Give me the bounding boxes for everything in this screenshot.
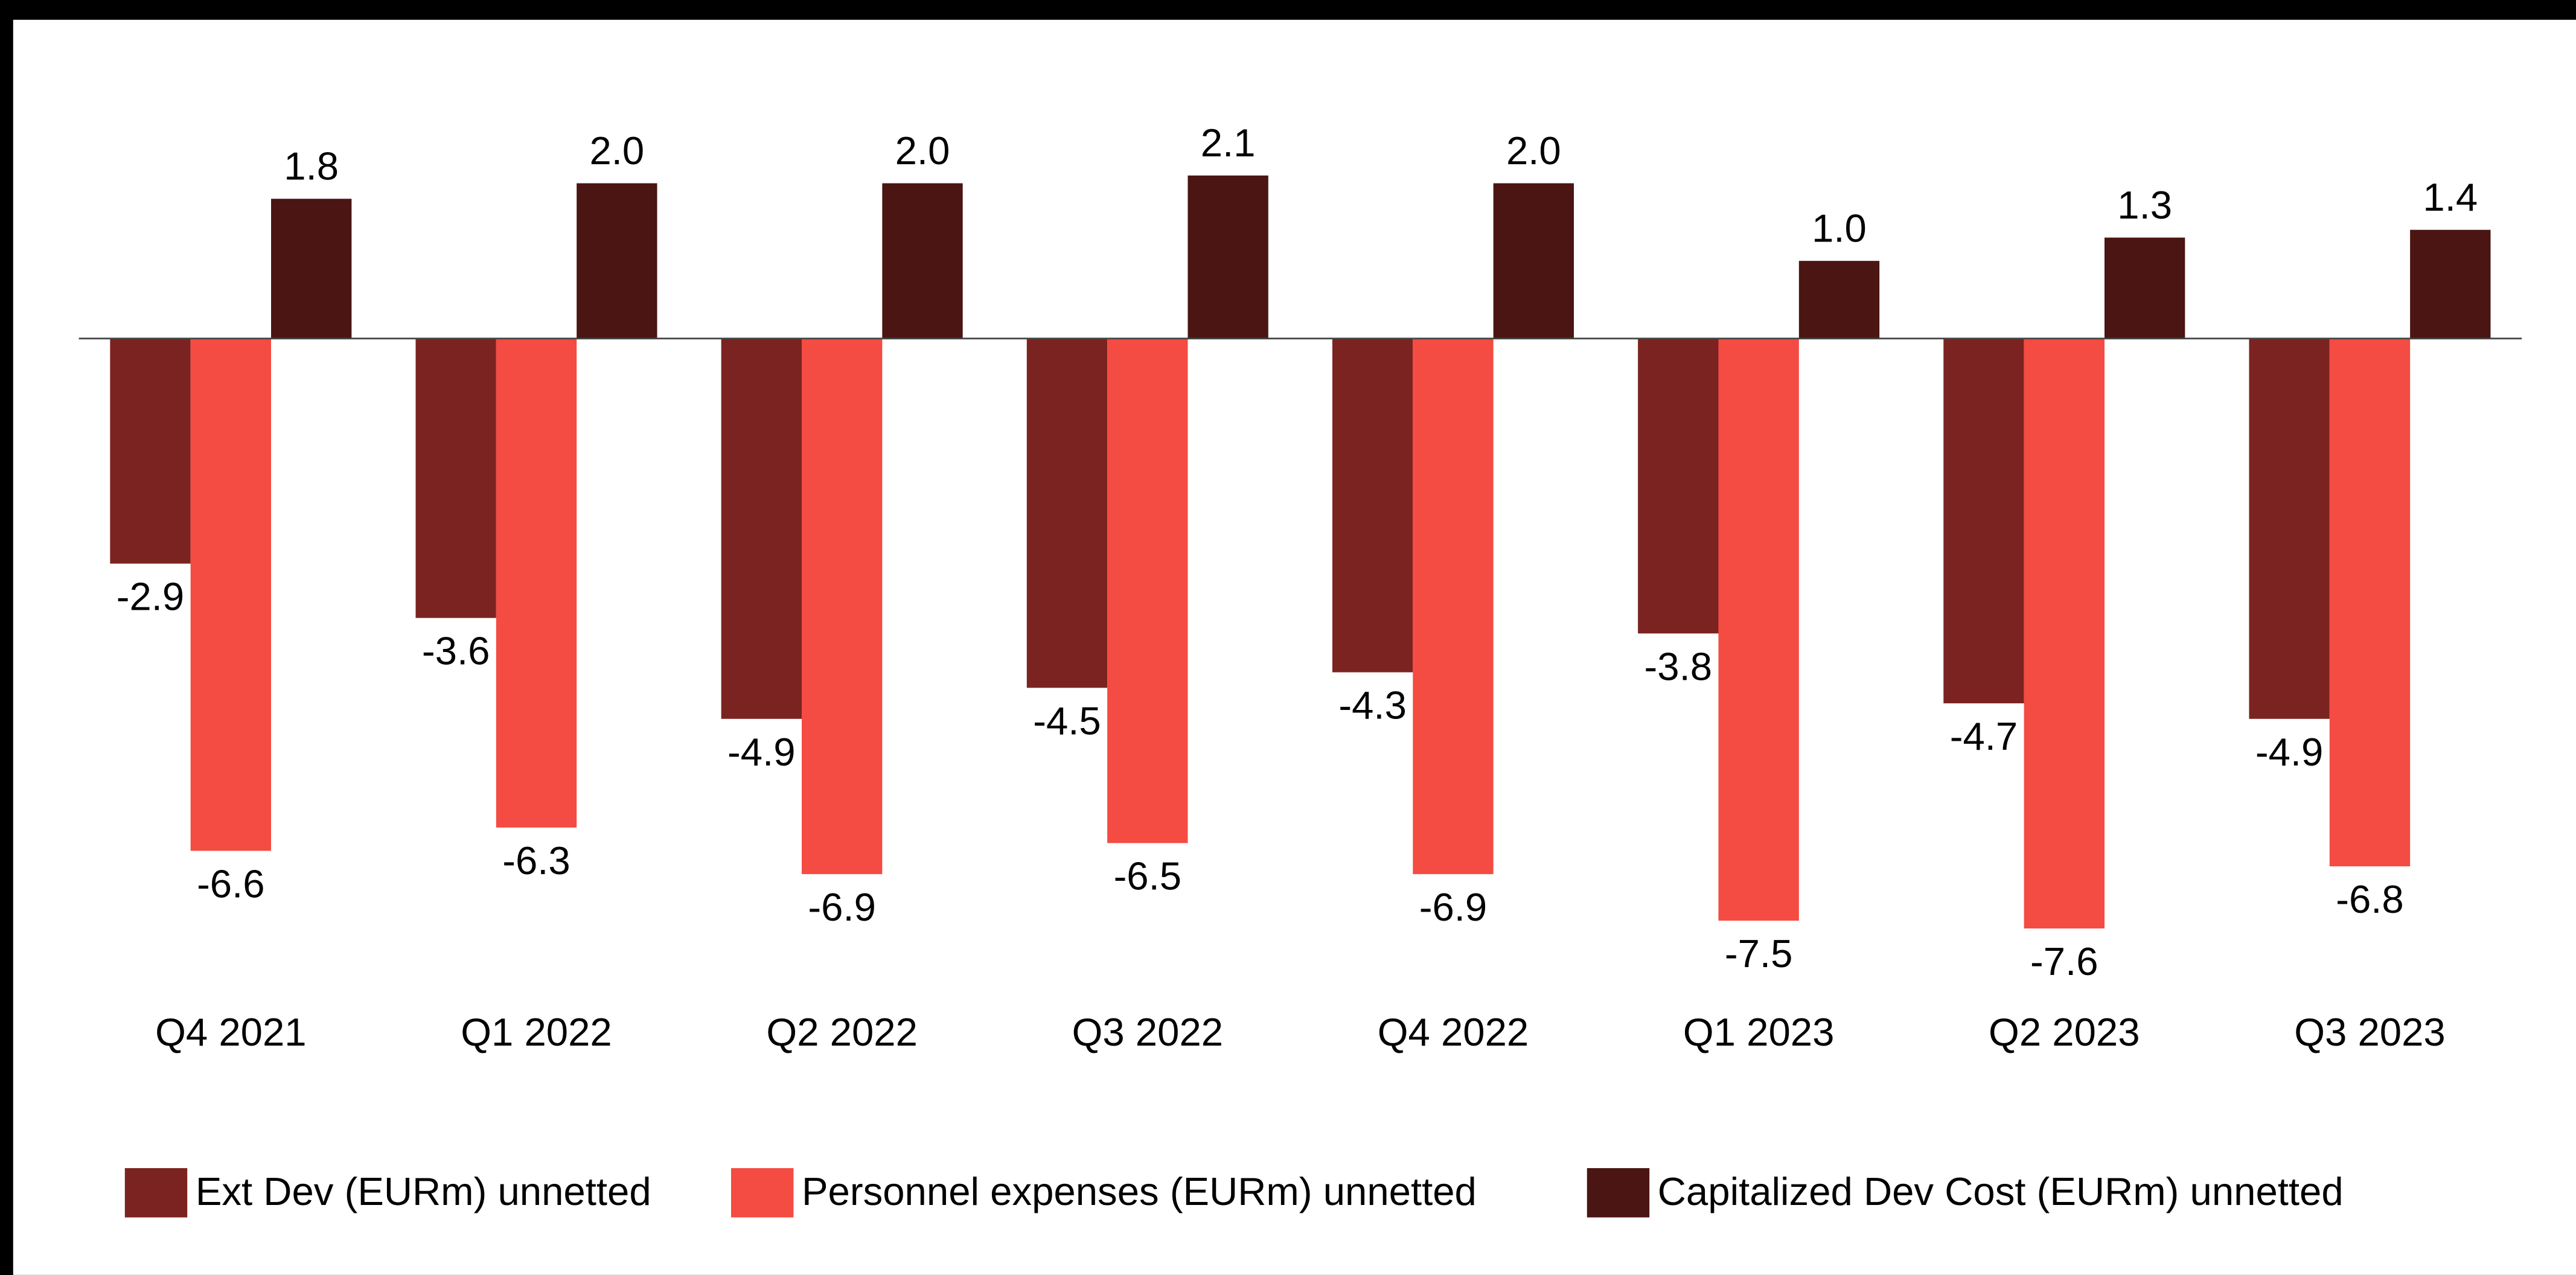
bar xyxy=(415,338,496,618)
bar xyxy=(2329,338,2411,867)
x-tick-label: Q3 2023 xyxy=(2294,1010,2446,1054)
legend-label: Capitalized Dev Cost (EURm) unnetted xyxy=(1658,1169,2344,1213)
x-tick-label: Q2 2023 xyxy=(1989,1010,2140,1054)
x-tick-label: Q4 2022 xyxy=(1378,1010,1529,1054)
bar xyxy=(2104,237,2185,339)
bar xyxy=(1107,338,1188,843)
bar xyxy=(1026,338,1108,688)
legend-label: Personnel expenses (EURm) unnetted xyxy=(802,1169,1477,1213)
data-label: -4.7 xyxy=(1950,714,2018,758)
data-label: -3.6 xyxy=(422,629,490,673)
data-label: -4.3 xyxy=(1338,683,1407,727)
bar xyxy=(1943,338,2024,704)
bar xyxy=(190,338,272,851)
bar xyxy=(1493,183,1574,339)
bar xyxy=(271,199,352,339)
bar xyxy=(1798,261,1880,339)
data-label: -6.9 xyxy=(1419,885,1488,929)
plot-background xyxy=(13,19,2576,1275)
bar xyxy=(801,338,883,874)
bar xyxy=(1718,338,1799,921)
bar xyxy=(577,183,657,339)
x-tick-label: Q1 2022 xyxy=(461,1010,612,1054)
data-label: -6.5 xyxy=(1114,854,1182,898)
bar xyxy=(2024,338,2105,928)
data-label: 2.0 xyxy=(895,129,950,173)
data-label: -2.9 xyxy=(117,575,185,619)
data-label: 1.3 xyxy=(2117,183,2172,227)
data-label: 2.0 xyxy=(589,129,644,173)
data-label: -3.8 xyxy=(1644,644,1713,688)
legend-swatch xyxy=(124,1168,188,1218)
x-tick-label: Q4 2021 xyxy=(155,1010,307,1054)
bar xyxy=(1413,338,1494,874)
data-label: -4.5 xyxy=(1033,698,1101,743)
data-label: 2.1 xyxy=(1201,121,1256,165)
data-label: -4.9 xyxy=(727,730,796,774)
data-label: 2.0 xyxy=(1506,129,1561,173)
data-label: 1.0 xyxy=(1812,206,1867,250)
data-label: -7.6 xyxy=(2030,939,2098,983)
data-label: -6.9 xyxy=(808,885,876,929)
x-tick-label: Q3 2022 xyxy=(1072,1010,1224,1054)
data-label: -6.8 xyxy=(2336,877,2404,921)
data-label: -6.3 xyxy=(502,839,570,883)
bar xyxy=(496,338,577,828)
x-tick-label: Q1 2023 xyxy=(1683,1010,1835,1054)
bar xyxy=(110,338,191,564)
bar xyxy=(721,338,802,719)
bar xyxy=(1332,338,1413,673)
bar xyxy=(1638,338,1719,634)
bar xyxy=(2410,229,2491,339)
legend-swatch xyxy=(730,1168,794,1218)
bar xyxy=(2249,338,2330,719)
data-label: -7.5 xyxy=(1725,931,1793,976)
data-label: 1.4 xyxy=(2423,175,2478,219)
legend-label: Ext Dev (EURm) unnetted xyxy=(196,1169,651,1213)
bar xyxy=(882,183,963,339)
x-tick-label: Q2 2022 xyxy=(766,1010,918,1054)
legend-swatch xyxy=(1587,1168,1650,1218)
data-label: 1.8 xyxy=(284,144,339,188)
data-label: -6.6 xyxy=(197,861,265,906)
bar xyxy=(1187,175,1268,339)
data-label: -4.9 xyxy=(2255,730,2324,774)
